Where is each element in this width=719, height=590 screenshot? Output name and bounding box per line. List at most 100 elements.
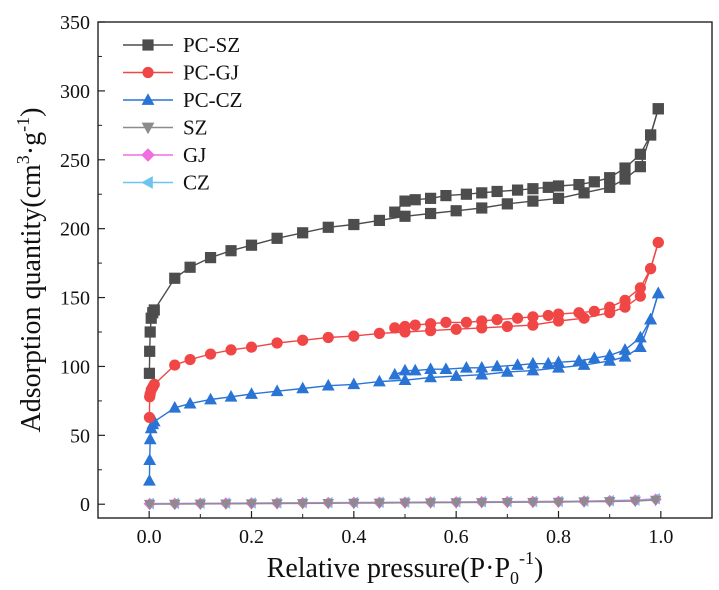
data-point-pc-cz — [398, 373, 412, 386]
data-point-sz — [578, 497, 590, 508]
data-point-pc-gj — [527, 311, 539, 323]
data-point-pc-gj — [297, 334, 309, 346]
data-point-pc-cz — [475, 367, 489, 380]
data-point-pc-gj — [511, 312, 524, 324]
legend-marker-gj — [141, 148, 155, 162]
data-point-pc-cz — [408, 363, 422, 376]
data-point-pc-sz — [271, 232, 283, 244]
data-point-sz — [649, 495, 662, 507]
x-axis-title-superscript: -1 — [519, 548, 534, 568]
data-point-pc-cz — [552, 355, 565, 368]
data-point-sz — [552, 497, 565, 509]
data-point-sz — [476, 498, 488, 509]
data-point-pc-gj — [604, 301, 616, 313]
data-point-pc-sz — [652, 103, 664, 115]
data-point-sz — [629, 496, 641, 508]
y-tick-label: 350 — [60, 12, 90, 34]
data-point-pc-gj — [271, 337, 283, 349]
data-point-pc-cz — [398, 363, 412, 376]
y-tick-label: 50 — [70, 425, 90, 447]
x-tick-label: 0.8 — [546, 526, 571, 548]
data-point-pc-cz — [572, 354, 586, 366]
data-point-sz — [296, 499, 309, 510]
legend-marker-pc-cz — [141, 93, 155, 105]
data-point-pc-gj — [169, 359, 181, 371]
legend-marker-cz — [141, 176, 153, 189]
legend-entry-pc-gj: PC-GJ — [123, 61, 239, 85]
data-point-pc-sz — [450, 205, 462, 217]
x-axis-title-main: Relative pressure(P·P — [267, 553, 510, 584]
data-point-pc-cz — [633, 330, 647, 343]
data-point-pc-sz — [527, 195, 539, 207]
data-point-pc-sz — [424, 207, 437, 220]
data-point-pc-sz — [552, 192, 565, 204]
data-point-pc-cz — [143, 432, 157, 445]
legend-label-gj: GJ — [183, 143, 206, 167]
data-point-pc-gj — [476, 315, 488, 327]
plot-area — [143, 103, 665, 511]
data-point-pc-cz — [424, 370, 437, 383]
y-axis-title-main: Adsorption quantity(cm — [16, 164, 47, 433]
data-point-pc-cz — [490, 359, 504, 372]
data-point-pc-cz — [500, 365, 514, 377]
data-point-pc-cz — [204, 392, 217, 405]
data-point-pc-sz — [476, 202, 488, 214]
data-point-pc-cz — [526, 356, 540, 369]
data-point-pc-gj — [225, 344, 237, 356]
data-point-pc-gj — [501, 320, 513, 333]
data-point-pc-cz — [618, 349, 632, 362]
data-point-pc-sz — [409, 194, 421, 206]
y-tick-label: 100 — [60, 356, 90, 378]
data-point-pc-sz — [424, 192, 437, 204]
data-point-pc-cz — [224, 389, 238, 402]
data-point-pc-gj — [373, 327, 386, 339]
data-point-sz — [501, 497, 514, 509]
data-point-pc-sz — [169, 272, 181, 284]
series-pc-cz — [143, 286, 665, 486]
legend-label-pc-cz: PC-CZ — [183, 88, 243, 112]
legend-entry-pc-cz: PC-CZ — [123, 88, 243, 112]
data-point-pc-cz — [587, 351, 601, 363]
data-point-pc-sz — [245, 239, 258, 251]
data-point-pc-gj — [322, 331, 334, 344]
legend-marker-pc-sz — [142, 39, 154, 51]
data-point-pc-sz — [373, 214, 386, 226]
y-axis-title-mid: ·g — [16, 132, 47, 155]
data-point-pc-sz — [144, 326, 156, 338]
data-point-pc-gj — [634, 282, 646, 294]
data-point-sz — [194, 499, 207, 511]
data-point-pc-cz — [449, 369, 463, 381]
data-point-pc-cz — [439, 362, 453, 375]
data-point-pc-sz — [144, 345, 156, 357]
data-point-pc-sz — [619, 162, 631, 174]
data-point-pc-cz — [511, 358, 524, 370]
data-point-pc-gj — [588, 305, 600, 317]
data-point-pc-sz — [527, 183, 539, 195]
data-point-pc-sz — [399, 195, 411, 207]
y-tick-label: 300 — [60, 81, 90, 103]
data-point-pc-gj — [450, 323, 462, 335]
legend-marker-pc-gj — [142, 66, 154, 79]
data-point-pc-sz — [604, 181, 616, 193]
series-pc-gj — [143, 236, 664, 424]
data-point-pc-gj — [644, 263, 657, 275]
data-point-pc-sz — [491, 185, 503, 198]
data-point-sz — [527, 497, 539, 509]
axes: 0.0 0.2 0.4 0.6 0.8 1.0 0 50 100 150 200 250 300 350 R… — [13, 12, 713, 588]
legend-entry-gj: GJ — [123, 143, 206, 167]
data-point-pc-cz — [633, 340, 647, 352]
y-tick-label: 250 — [60, 150, 90, 172]
data-point-pc-sz — [460, 188, 473, 200]
data-point-pc-sz — [184, 261, 196, 273]
data-point-sz — [348, 498, 360, 510]
series-sz — [143, 495, 662, 511]
data-point-sz — [143, 499, 156, 511]
data-point-pc-gj — [204, 348, 217, 360]
data-point-pc-sz — [542, 181, 554, 193]
legend-label-pc-sz: PC-SZ — [183, 33, 240, 57]
data-point-sz — [603, 497, 616, 508]
data-point-pc-sz — [399, 210, 411, 222]
legend: PC-SZ PC-GJ PC-CZ SZ GJ CZ — [123, 33, 243, 195]
data-point-pc-cz — [603, 348, 617, 361]
x-axis-title-close: ) — [534, 553, 543, 584]
